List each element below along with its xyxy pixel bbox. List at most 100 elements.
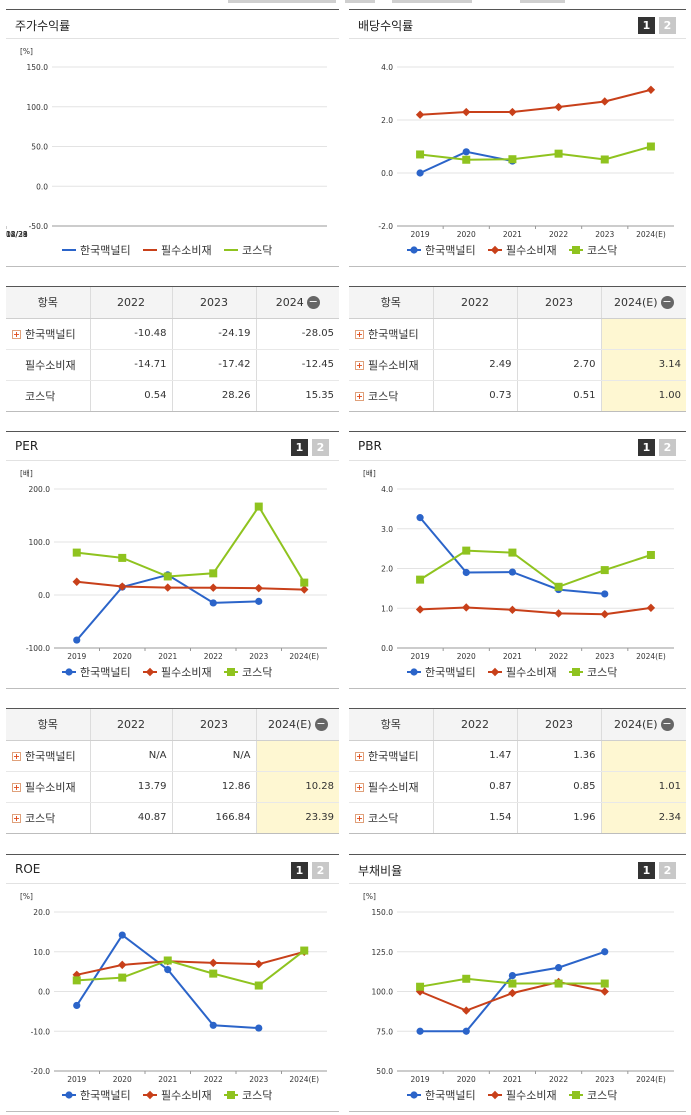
data-point <box>209 958 218 968</box>
legend-marker <box>65 1091 73 1099</box>
y-tick-label: 150.0 <box>27 63 49 72</box>
y-tick-label: 50.0 <box>376 1067 393 1076</box>
legend-marker <box>145 1090 155 1100</box>
header-2024e-label: 2024(E) <box>613 717 658 731</box>
data-point <box>646 603 656 613</box>
cell: -10.48 <box>89 318 172 350</box>
x-tick-label: 2023 <box>249 1075 268 1084</box>
legend-label: 필수소비재 <box>161 1089 212 1102</box>
series-line <box>76 949 305 987</box>
table-row: + 한국맥널티 -10.48 -24.19 -28.05 <box>6 318 339 350</box>
stock-return-table: 항목 2022 2023 2024− + 한국맥널티 -10.48 -24.19 … <box>6 286 339 412</box>
expand-plus-icon[interactable]: + <box>12 814 21 824</box>
legend-label: 필수소비재 <box>506 666 557 679</box>
cell <box>600 318 686 350</box>
page-2-button[interactable]: 2 <box>659 862 676 879</box>
x-tick-label: 2022/04/29 <box>6 230 28 239</box>
dividend-panel: 배당수익률 1 2 4.0 2.0 0.0 -2.0 2019 2020 2021 2022 2… <box>349 9 686 267</box>
page-2-button[interactable]: 2 <box>659 439 676 456</box>
x-tick-label: 2022 <box>549 1075 568 1084</box>
legend-marker <box>410 668 418 676</box>
collapse-icon[interactable]: − <box>660 717 674 731</box>
header-2022: 2022 <box>89 709 172 741</box>
page-1-button[interactable]: 1 <box>291 862 308 879</box>
pbr-table: 항목 2022 2023 2024(E) − + 한국맥널티 1.47 1.36 +… <box>349 708 686 834</box>
expand-plus-icon[interactable]: + <box>355 783 364 792</box>
page-1-button[interactable]: 1 <box>638 17 655 34</box>
cell: 40.87 <box>89 802 172 833</box>
data-point <box>462 568 470 577</box>
cell: 1.96 <box>516 802 601 833</box>
cell: 0.73 <box>432 380 517 411</box>
data-point <box>462 107 471 117</box>
data-point <box>416 150 425 159</box>
unit-label: [%] <box>20 892 33 901</box>
table-row: + 코스닥 1.54 1.96 2.34 <box>349 802 686 833</box>
expand-plus-icon[interactable]: + <box>355 330 364 339</box>
stock-return-panel: 주가수익률 [%] 150.0 100.0 50.0 0.0 -50.02018/12/2… <box>6 9 339 267</box>
x-tick-label: 2018/12/28 <box>6 230 28 239</box>
data-point <box>508 568 517 576</box>
expand-plus-icon[interactable]: + <box>12 330 21 339</box>
page-2-button[interactable]: 2 <box>659 17 676 34</box>
data-point <box>508 107 517 117</box>
collapse-icon[interactable]: − <box>306 295 320 309</box>
legend-label: 코스닥 <box>587 1089 617 1102</box>
expand-plus-icon[interactable]: + <box>355 392 364 402</box>
data-point <box>254 502 263 511</box>
page-2-button[interactable]: 2 <box>312 439 329 456</box>
page-2-button[interactable]: 2 <box>312 862 329 879</box>
series-line <box>75 933 259 1030</box>
data-point <box>72 577 81 586</box>
row-name: + 필수소비재 <box>6 771 90 803</box>
data-point <box>600 610 609 619</box>
collapse-icon[interactable]: − <box>314 717 328 731</box>
page-1-button[interactable]: 1 <box>638 862 655 879</box>
expand-plus-icon[interactable]: + <box>355 752 364 761</box>
panel-title: 부채비율 <box>358 864 403 878</box>
legend-marker <box>65 668 73 676</box>
legend-item: 한국맥널티 <box>62 1089 131 1102</box>
legend-item: 코스닥 <box>224 244 272 257</box>
header-item: 항목 <box>6 287 90 319</box>
data-point <box>300 578 309 587</box>
page-1-button[interactable]: 1 <box>291 439 308 456</box>
expand-plus-icon[interactable]: + <box>12 752 21 761</box>
table-row: + 필수소비재 13.79 12.86 10.28 <box>6 771 339 803</box>
expand-plus-icon[interactable]: + <box>355 814 364 824</box>
row-name-label: 한국맥널티 <box>368 749 419 763</box>
chart-pager: 1 2 <box>638 17 676 34</box>
legend-marker <box>572 1091 580 1099</box>
legend-label: 필수소비재 <box>161 244 212 257</box>
x-tick-label: 2020 <box>457 230 476 239</box>
cell: 0.87 <box>432 771 517 803</box>
stock-return-chart: [%] 150.0 100.0 50.0 0.0 -50.02018/12/282020/… <box>6 47 327 257</box>
cell: N/A <box>89 740 172 772</box>
series <box>416 948 609 1035</box>
legend-marker <box>410 1091 418 1099</box>
row-name: + 한국맥널티 <box>6 740 90 772</box>
expand-plus-icon[interactable]: + <box>12 783 21 792</box>
row-name: + 한국맥널티 <box>349 318 433 350</box>
series-line <box>420 606 652 616</box>
expand-plus-icon[interactable]: + <box>355 361 364 370</box>
header-2024-label: 2024 <box>275 295 304 309</box>
data-point <box>163 572 172 581</box>
data-point <box>554 582 563 591</box>
cell <box>432 318 517 350</box>
cell <box>255 740 339 772</box>
row-name: + 한국맥널티 <box>349 740 433 772</box>
legend-marker <box>227 1091 235 1099</box>
data-point <box>118 553 127 562</box>
page-1-button[interactable]: 1 <box>638 439 655 456</box>
x-tick-label: 2024(E) <box>289 1075 319 1084</box>
data-point <box>416 514 424 522</box>
collapse-icon[interactable]: − <box>660 295 674 309</box>
cell: -28.05 <box>255 318 339 350</box>
unit-label: [%] <box>363 892 376 901</box>
legend-marker <box>490 1090 500 1100</box>
data-point <box>416 169 424 177</box>
series-line <box>419 145 652 161</box>
data-point <box>209 969 218 978</box>
y-tick-label: 20.0 <box>33 908 50 917</box>
